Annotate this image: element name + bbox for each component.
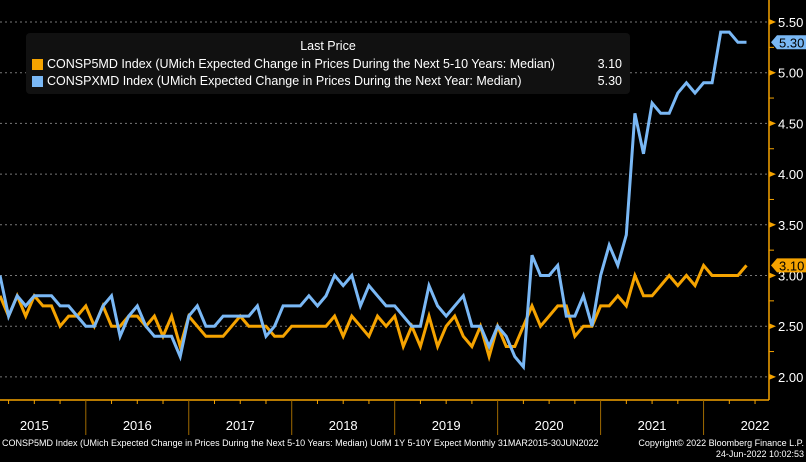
x-year-label: 2018	[329, 418, 358, 433]
y-tick	[769, 373, 776, 380]
footer-description: CONSP5MD Index (UMich Expected Change in…	[2, 438, 599, 448]
legend-item-conspxmd: CONSPXMD Index (UMich Expected Change in…	[32, 73, 622, 89]
y-tick	[769, 272, 776, 279]
y-axis: 2.002.503.003.504.004.505.005.50	[768, 0, 803, 400]
last-price-labels: 3.10 5.30	[771, 35, 806, 273]
last-price-tag	[771, 35, 806, 50]
series-line-consp5md	[0, 262, 748, 363]
legend-item-consp5md: CONSP5MD Index (UMich Expected Change in…	[32, 56, 622, 72]
footer: CONSP5MD Index (UMich Expected Change in…	[0, 438, 806, 462]
x-year-label: 2022	[741, 418, 770, 433]
x-axis: 2015 2016 2017 2018 2019 2020 2021 2022	[0, 399, 770, 435]
legend: Last Price CONSP5MD Index (UMich Expecte…	[26, 33, 630, 94]
legend-label: CONSPXMD Index (UMich Expected Change in…	[47, 74, 522, 88]
legend-swatch-orange	[32, 58, 43, 70]
last-price-tag	[771, 258, 806, 273]
y-tick-label: 5.00	[778, 66, 803, 81]
x-year-label: 2019	[432, 418, 461, 433]
y-tick-label: 5.50	[778, 15, 803, 30]
gridlines	[0, 21, 769, 378]
y-tick	[769, 171, 776, 178]
y-tick	[769, 19, 776, 25]
x-year-label: 2016	[123, 418, 152, 433]
footer-timestamp: 24-Jun-2022 10:02:53	[715, 449, 804, 459]
legend-value: 3.10	[597, 57, 622, 71]
y-tick	[769, 120, 776, 127]
legend-swatch-blue	[32, 75, 43, 87]
legend-value: 5.30	[597, 74, 622, 88]
y-tick-label: 4.50	[778, 116, 803, 131]
x-year-label: 2021	[638, 418, 667, 433]
series-lines	[0, 30, 748, 371]
last-price-value: 5.30	[779, 35, 804, 50]
y-tick-label: 4.00	[778, 167, 803, 182]
last-price-value: 3.10	[779, 258, 804, 273]
x-year-label: 2015	[20, 418, 49, 433]
y-tick	[769, 69, 776, 76]
y-tick-label: 2.00	[778, 370, 803, 385]
footer-copyright: Copyright© 2022 Bloomberg Finance L.P.	[638, 438, 804, 448]
series-line-conspxmd	[0, 30, 747, 371]
y-tick	[769, 323, 776, 330]
legend-label: CONSP5MD Index (UMich Expected Change in…	[47, 57, 555, 71]
x-year-label: 2020	[535, 418, 564, 433]
legend-title: Last Price	[300, 39, 356, 53]
x-year-label: 2017	[226, 418, 255, 433]
y-tick	[769, 221, 776, 228]
y-tick-label: 2.50	[778, 319, 803, 334]
y-tick-label: 3.50	[778, 218, 803, 233]
